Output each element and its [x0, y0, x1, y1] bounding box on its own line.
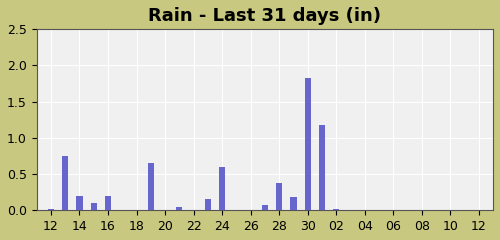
Bar — [62, 156, 68, 210]
Bar — [148, 163, 154, 210]
Bar — [276, 183, 282, 210]
Bar — [176, 207, 182, 210]
Bar — [319, 125, 325, 210]
Bar — [333, 209, 340, 210]
Bar — [48, 209, 54, 210]
Bar — [90, 203, 97, 210]
Bar — [290, 197, 296, 210]
Bar — [76, 196, 82, 210]
Bar — [204, 199, 211, 210]
Title: Rain - Last 31 days (in): Rain - Last 31 days (in) — [148, 7, 382, 25]
Bar — [262, 204, 268, 210]
Bar — [304, 78, 311, 210]
Bar — [219, 167, 225, 210]
Bar — [105, 196, 111, 210]
